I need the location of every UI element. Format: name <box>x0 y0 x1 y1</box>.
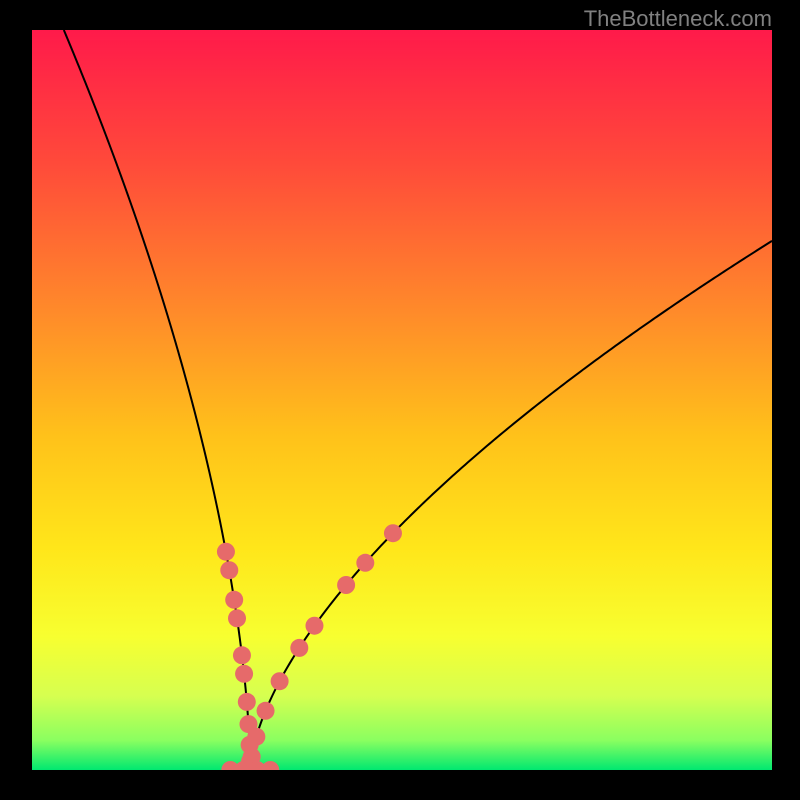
data-dot <box>233 646 251 664</box>
data-dot <box>356 554 374 572</box>
watermark-text: TheBottleneck.com <box>584 6 772 32</box>
curve-layer <box>32 30 772 770</box>
data-dot <box>337 576 355 594</box>
data-dot <box>247 728 265 746</box>
bottleneck-curve <box>64 30 772 770</box>
data-dot <box>217 543 235 561</box>
dot-cluster <box>217 524 402 770</box>
data-dot <box>305 617 323 635</box>
data-dot <box>235 665 253 683</box>
data-dot <box>238 693 256 711</box>
data-dot <box>261 761 279 770</box>
data-dot <box>220 561 238 579</box>
plot-area <box>32 30 772 770</box>
data-dot <box>228 609 246 627</box>
data-dot <box>225 591 243 609</box>
chart-frame: TheBottleneck.com <box>0 0 800 800</box>
data-dot <box>257 702 275 720</box>
data-dot <box>384 524 402 542</box>
data-dot <box>271 672 289 690</box>
data-dot <box>290 639 308 657</box>
